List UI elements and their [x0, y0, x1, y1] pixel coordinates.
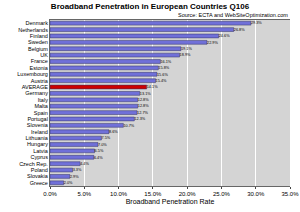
- svg-text:13.1%: 13.1%: [140, 92, 151, 96]
- svg-text:Czech Rep.: Czech Rep.: [19, 161, 48, 167]
- svg-text:15.6%: 15.6%: [157, 73, 168, 77]
- svg-text:Latvia: Latvia: [33, 148, 49, 154]
- svg-text:Poland: Poland: [31, 167, 48, 173]
- svg-text:15.0%: 15.0%: [144, 191, 162, 197]
- svg-text:Finland: Finland: [30, 33, 48, 39]
- svg-text:Italy: Italy: [38, 97, 48, 103]
- svg-text:12.8%: 12.8%: [138, 98, 149, 102]
- svg-text:12.8%: 12.8%: [138, 104, 149, 108]
- svg-text:Austria: Austria: [31, 78, 49, 84]
- svg-text:29.3%: 29.3%: [251, 21, 262, 25]
- svg-text:Lithuania: Lithuania: [26, 135, 49, 141]
- svg-text:2.9%: 2.9%: [70, 175, 79, 179]
- svg-text:26.8%: 26.8%: [234, 28, 245, 32]
- svg-text:Slovenia: Slovenia: [27, 122, 49, 128]
- svg-text:10.7%: 10.7%: [123, 124, 134, 128]
- svg-text:Malta: Malta: [34, 103, 48, 109]
- svg-text:Belgium: Belgium: [28, 46, 48, 52]
- svg-text:3.3%: 3.3%: [73, 168, 82, 172]
- svg-text:16.1%: 16.1%: [160, 60, 171, 64]
- svg-text:Broadband Penetration Rate: Broadband Penetration Rate: [126, 198, 215, 205]
- svg-text:Cyprus: Cyprus: [30, 154, 48, 160]
- svg-text:France: France: [31, 58, 48, 64]
- svg-text:18.9%: 18.9%: [180, 53, 191, 57]
- svg-text:30.0%: 30.0%: [247, 191, 265, 197]
- svg-text:6.4%: 6.4%: [94, 156, 103, 160]
- svg-text:Slovakia: Slovakia: [27, 173, 49, 179]
- svg-text:Broadband Penetration in Europ: Broadband Penetration in European Countr…: [51, 2, 250, 11]
- svg-text:24.6%: 24.6%: [219, 34, 230, 38]
- svg-text:8.6%: 8.6%: [109, 130, 118, 134]
- svg-text:Source: ECTA and WebSiteOptimi: Source: ECTA and WebSiteOptimization.com: [178, 12, 288, 18]
- svg-text:Luxembourg: Luxembourg: [17, 71, 48, 77]
- svg-text:Hungary: Hungary: [27, 141, 48, 147]
- svg-text:2.0%: 2.0%: [64, 181, 73, 185]
- svg-text:UK: UK: [40, 52, 48, 58]
- svg-text:AVERAGE: AVERAGE: [22, 84, 49, 90]
- svg-text:6.5%: 6.5%: [95, 149, 104, 153]
- svg-text:7.0%: 7.0%: [98, 143, 107, 147]
- svg-text:4.4%: 4.4%: [80, 162, 89, 166]
- svg-text:Germany: Germany: [25, 90, 48, 96]
- svg-text:15.8%: 15.8%: [158, 66, 169, 70]
- svg-text:Greece: Greece: [30, 180, 48, 186]
- svg-text:25.0%: 25.0%: [213, 191, 231, 197]
- svg-text:0.0%: 0.0%: [43, 191, 57, 197]
- svg-text:Ireland: Ireland: [31, 129, 48, 135]
- svg-text:5.0%: 5.0%: [77, 191, 91, 197]
- svg-text:20.0%: 20.0%: [179, 191, 197, 197]
- svg-text:10.0%: 10.0%: [110, 191, 128, 197]
- svg-text:Estonia: Estonia: [30, 65, 49, 71]
- svg-text:Sweden: Sweden: [28, 39, 48, 45]
- svg-text:35.0%: 35.0%: [281, 191, 299, 197]
- svg-text:Spain: Spain: [34, 110, 48, 116]
- svg-text:12.7%: 12.7%: [137, 111, 148, 115]
- svg-text:14.1%: 14.1%: [147, 85, 158, 89]
- svg-text:22.9%: 22.9%: [207, 41, 218, 45]
- svg-text:19.1%: 19.1%: [181, 47, 192, 51]
- svg-text:Netherlands: Netherlands: [18, 27, 48, 33]
- svg-text:Portugal: Portugal: [27, 116, 48, 122]
- svg-text:15.4%: 15.4%: [156, 79, 167, 83]
- svg-text:Denmark: Denmark: [26, 20, 49, 26]
- svg-text:12.3%: 12.3%: [134, 117, 145, 121]
- svg-text:7.5%: 7.5%: [101, 136, 110, 140]
